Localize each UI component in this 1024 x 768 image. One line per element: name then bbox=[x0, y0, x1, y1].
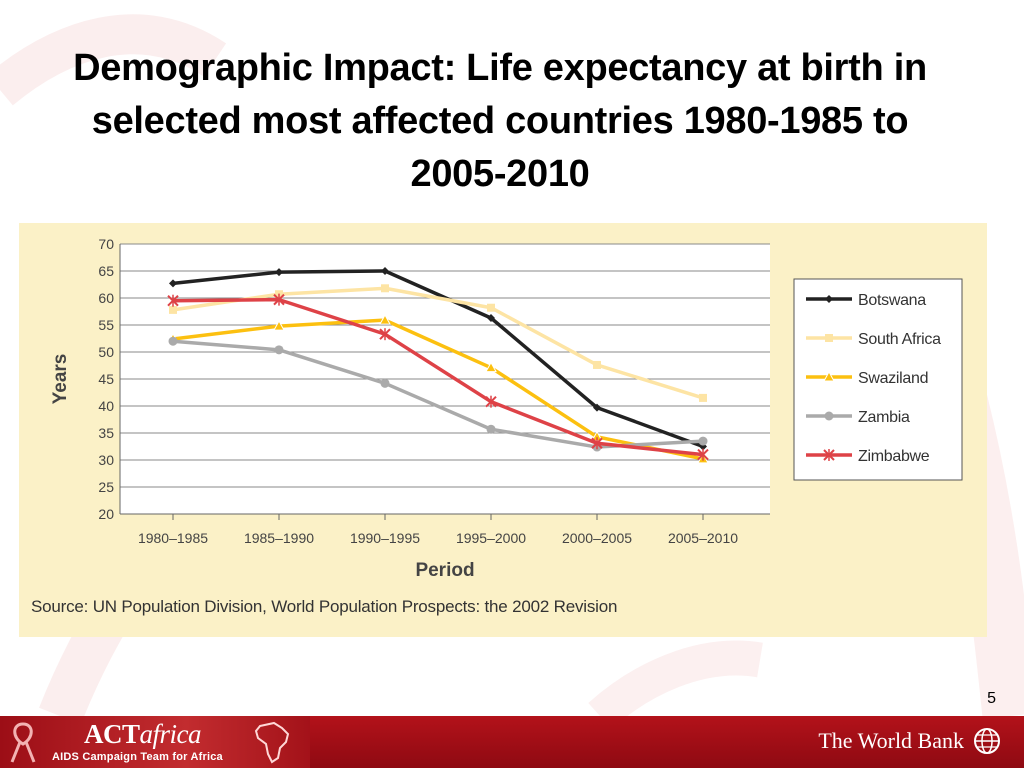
data-point-botswana bbox=[593, 403, 601, 412]
source-note: Source: UN Population Division, World Po… bbox=[31, 597, 618, 616]
data-point-botswana bbox=[381, 267, 389, 275]
y-tick-label: 35 bbox=[98, 425, 114, 441]
data-point-zimbabwe bbox=[591, 437, 603, 450]
x-tick-label: 1980–1985 bbox=[138, 530, 208, 546]
y-tick-label: 20 bbox=[98, 506, 114, 522]
data-point-botswana bbox=[275, 268, 283, 277]
actafrica-logo: ACTafrica AIDS Campaign Team for Africa bbox=[0, 716, 310, 768]
legend-marker-swaziland bbox=[823, 370, 835, 382]
series-line-swaziland bbox=[172, 318, 704, 461]
y-axis-label: Years bbox=[50, 354, 71, 405]
y-tick-label: 60 bbox=[98, 290, 114, 306]
data-point-south-africa bbox=[169, 305, 177, 314]
legend-marker-zambia bbox=[824, 411, 834, 421]
page-number: 5 bbox=[987, 690, 996, 707]
logo-suffix: africa bbox=[139, 719, 202, 749]
logo-prefix: ACT bbox=[84, 719, 140, 749]
data-point-south-africa bbox=[699, 393, 707, 402]
x-tick-label: 2000–2005 bbox=[562, 530, 632, 546]
data-point-swaziland bbox=[273, 320, 285, 331]
legend-label-botswana: Botswana bbox=[858, 292, 926, 309]
x-axis-label: Period bbox=[415, 560, 474, 581]
data-point-south-africa bbox=[487, 303, 495, 312]
y-tick-label: 55 bbox=[98, 317, 114, 333]
legend-marker-botswana bbox=[825, 295, 833, 303]
data-point-south-africa bbox=[593, 360, 601, 369]
legend-marker-south-africa bbox=[825, 334, 833, 342]
data-point-zimbabwe bbox=[697, 448, 709, 461]
x-tick-label: 1985–1990 bbox=[244, 530, 314, 546]
data-point-swaziland bbox=[379, 314, 391, 325]
y-tick-label: 65 bbox=[98, 263, 114, 279]
y-tick-label: 50 bbox=[98, 344, 114, 360]
data-point-south-africa bbox=[381, 284, 389, 293]
legend-box bbox=[793, 278, 963, 481]
legend-marker-zimbabwe bbox=[823, 449, 835, 461]
legend-label-swaziland: Swaziland bbox=[858, 370, 928, 387]
data-point-zimbabwe bbox=[485, 395, 497, 408]
x-tick-label: 2005–2010 bbox=[668, 530, 738, 546]
series-line-botswana bbox=[172, 269, 704, 449]
y-tick-label: 45 bbox=[98, 371, 114, 387]
life-expectancy-chart: 20 25 30 35 40 45 50 55 60 65 70 1980–1985 1985–1990… bbox=[50, 236, 963, 581]
legend: Botswana South Africa Swaziland Zambia Zimba… bbox=[793, 278, 963, 481]
data-point-zambia bbox=[274, 345, 284, 355]
data-point-botswana bbox=[169, 279, 177, 288]
data-point-zambia bbox=[380, 378, 390, 388]
y-tick-label: 25 bbox=[98, 479, 114, 495]
data-point-zambia bbox=[698, 436, 708, 446]
logo-title: ACTafrica bbox=[84, 719, 202, 750]
data-point-swaziland bbox=[485, 361, 497, 373]
y-tick-label: 70 bbox=[98, 236, 114, 252]
y-tick-label: 40 bbox=[98, 398, 114, 414]
legend-label-zambia: Zambia bbox=[858, 409, 910, 426]
series-line-zimbabwe bbox=[172, 297, 704, 457]
chart-panel: 20 25 30 35 40 45 50 55 60 65 70 1980–1985 1985–1990… bbox=[19, 223, 987, 637]
data-point-botswana bbox=[487, 313, 495, 322]
logo-tagline: AIDS Campaign Team for Africa bbox=[52, 751, 223, 763]
world-bank-globe-icon bbox=[974, 728, 1000, 754]
red-ribbon-icon bbox=[10, 722, 36, 763]
data-point-zimbabwe bbox=[167, 294, 179, 307]
series-line-south-africa bbox=[172, 286, 704, 400]
x-tick-label: 1990–1995 bbox=[350, 530, 420, 546]
legend-label-zimbabwe: Zimbabwe bbox=[858, 448, 930, 465]
legend-label-south-africa: South Africa bbox=[858, 331, 941, 348]
data-point-zimbabwe bbox=[273, 293, 285, 306]
data-point-zambia bbox=[486, 424, 496, 434]
data-point-zimbabwe bbox=[379, 328, 391, 341]
y-tick-label: 30 bbox=[98, 452, 114, 468]
world-bank-name: The World Bank bbox=[818, 728, 964, 753]
slide-title: Demographic Impact: Life expectancy at b… bbox=[73, 47, 927, 195]
x-tick-label: 1995–2000 bbox=[456, 530, 526, 546]
africa-map-icon bbox=[254, 721, 290, 764]
footer-bar: ACTafrica AIDS Campaign Team for Africa … bbox=[0, 716, 1024, 768]
data-point-zambia bbox=[168, 336, 178, 346]
